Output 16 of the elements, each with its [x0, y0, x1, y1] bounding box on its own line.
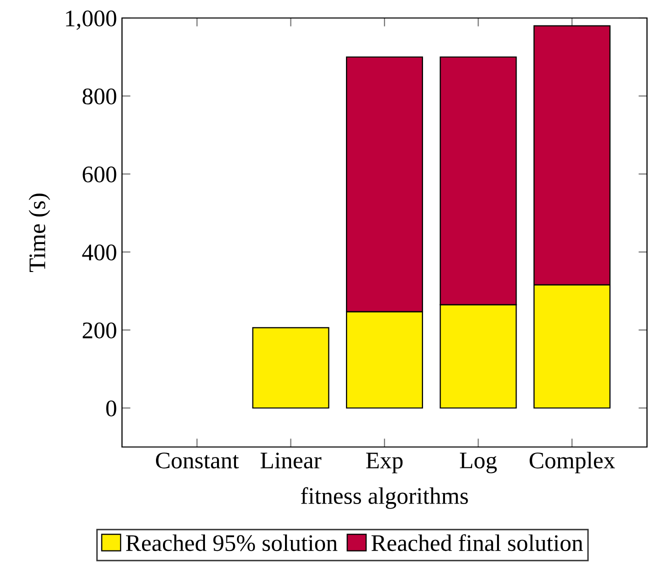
- y-tick-label: 600: [82, 166, 116, 182]
- y-tick-label: 400: [82, 244, 116, 260]
- legend-label: Reached 95% solution: [126, 534, 338, 552]
- x-tick-label: Exp: [366, 452, 403, 474]
- y-tick-label: 1,000: [66, 10, 116, 30]
- x-tick-label: Linear: [260, 452, 322, 468]
- y-axis-title: Time (s): [28, 194, 50, 272]
- x-tick-label: Constant: [156, 452, 239, 468]
- y-tick-label: 200: [82, 322, 116, 338]
- x-axis-title: fitness algorithms: [300, 487, 468, 509]
- x-tick-label: Complex: [530, 452, 615, 474]
- y-tick-label: 0: [106, 400, 116, 416]
- bar: [252, 327, 330, 409]
- legend-label: Reached final solution: [372, 534, 583, 552]
- y-tick-label: 800: [82, 88, 116, 104]
- x-tick-label: Log: [460, 452, 497, 474]
